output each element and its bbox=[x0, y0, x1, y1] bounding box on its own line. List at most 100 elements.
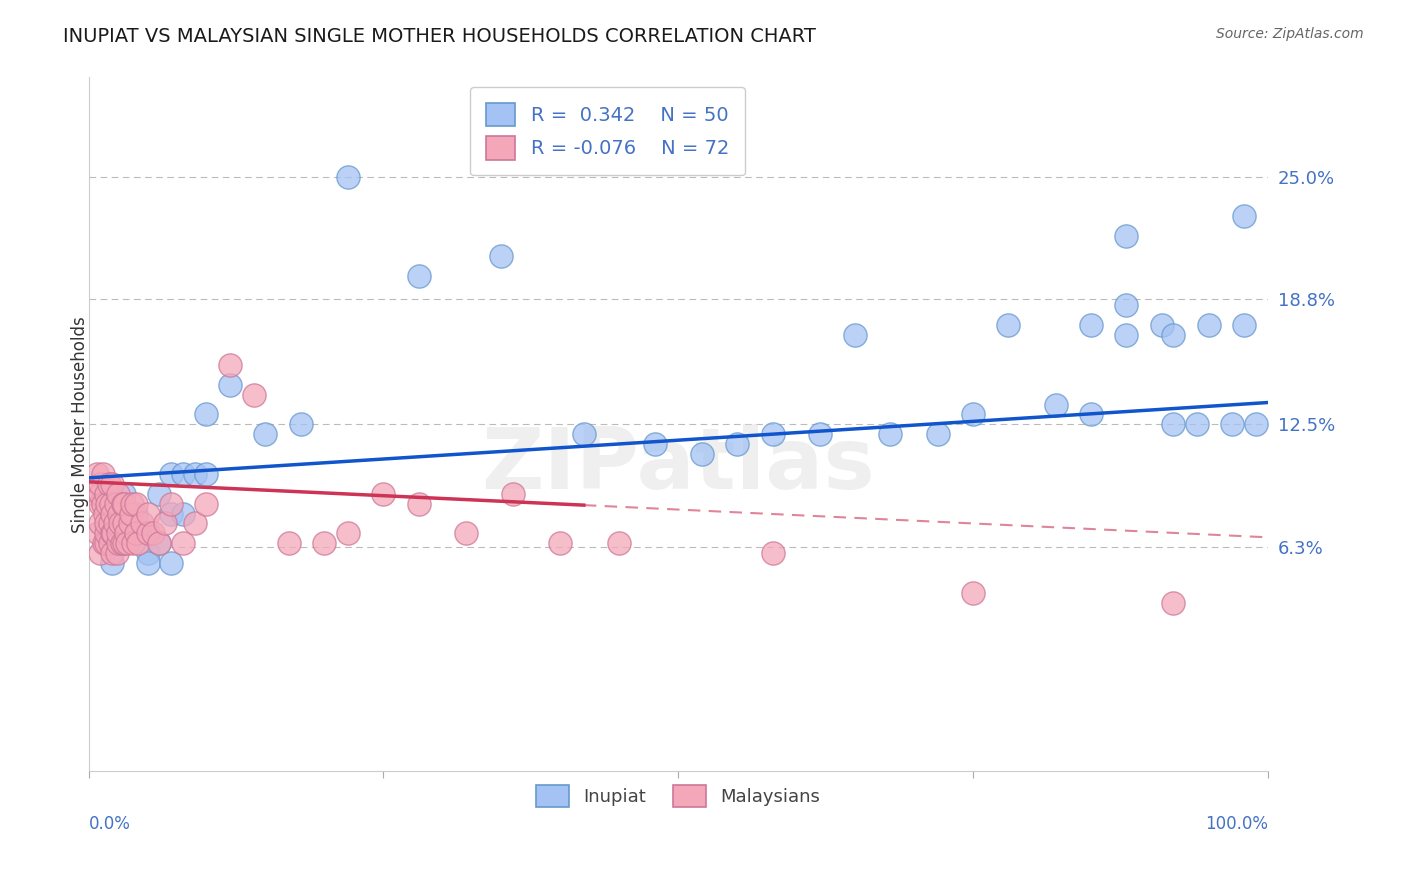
Point bbox=[962, 408, 984, 422]
Point bbox=[160, 497, 183, 511]
Point bbox=[96, 486, 118, 500]
Point bbox=[242, 387, 264, 401]
Point bbox=[103, 526, 125, 541]
Point bbox=[148, 536, 170, 550]
Point bbox=[110, 536, 132, 550]
Point bbox=[136, 526, 159, 541]
Point bbox=[96, 516, 118, 531]
Point bbox=[101, 507, 124, 521]
Point bbox=[148, 486, 170, 500]
Point bbox=[101, 556, 124, 570]
Point bbox=[125, 497, 148, 511]
Point bbox=[108, 507, 131, 521]
Point bbox=[121, 497, 143, 511]
Point bbox=[127, 536, 149, 550]
Text: 0.0%: 0.0% bbox=[89, 814, 131, 833]
Point bbox=[125, 507, 148, 521]
Point bbox=[408, 497, 430, 511]
Point bbox=[502, 486, 524, 500]
Point bbox=[808, 427, 831, 442]
Point bbox=[86, 467, 108, 481]
Point bbox=[125, 526, 148, 541]
Point bbox=[373, 486, 395, 500]
Point bbox=[1185, 417, 1208, 432]
Point bbox=[172, 507, 194, 521]
Point bbox=[142, 526, 165, 541]
Point bbox=[1080, 408, 1102, 422]
Point bbox=[1163, 417, 1185, 432]
Point bbox=[572, 427, 595, 442]
Point bbox=[761, 546, 783, 560]
Point bbox=[91, 467, 114, 481]
Point bbox=[97, 476, 120, 491]
Point bbox=[1115, 229, 1137, 244]
Point bbox=[100, 497, 122, 511]
Point bbox=[1233, 209, 1256, 223]
Point bbox=[111, 497, 134, 511]
Point bbox=[690, 447, 713, 461]
Point bbox=[1222, 417, 1244, 432]
Point bbox=[172, 536, 194, 550]
Point bbox=[115, 526, 138, 541]
Point bbox=[962, 586, 984, 600]
Point bbox=[120, 507, 142, 521]
Point bbox=[644, 437, 666, 451]
Point bbox=[183, 467, 205, 481]
Point bbox=[87, 526, 110, 541]
Point bbox=[183, 516, 205, 531]
Point bbox=[89, 476, 111, 491]
Point bbox=[107, 486, 129, 500]
Point bbox=[101, 476, 124, 491]
Point bbox=[131, 516, 153, 531]
Point bbox=[195, 497, 218, 511]
Point bbox=[1115, 298, 1137, 312]
Point bbox=[112, 497, 135, 511]
Point bbox=[148, 536, 170, 550]
Point bbox=[136, 507, 159, 521]
Point bbox=[1115, 328, 1137, 343]
Point bbox=[117, 536, 139, 550]
Point bbox=[290, 417, 312, 432]
Point bbox=[172, 467, 194, 481]
Point bbox=[879, 427, 901, 442]
Point bbox=[96, 497, 118, 511]
Point bbox=[1244, 417, 1267, 432]
Point bbox=[112, 536, 135, 550]
Point bbox=[254, 427, 277, 442]
Y-axis label: Single Mother Households: Single Mother Households bbox=[72, 316, 89, 533]
Point bbox=[94, 507, 117, 521]
Point bbox=[725, 437, 748, 451]
Point bbox=[337, 169, 360, 184]
Point bbox=[89, 546, 111, 560]
Legend: Inupiat, Malaysians: Inupiat, Malaysians bbox=[529, 778, 827, 814]
Point bbox=[278, 536, 301, 550]
Point bbox=[219, 358, 242, 372]
Point bbox=[155, 516, 177, 531]
Point bbox=[136, 546, 159, 560]
Point bbox=[107, 526, 129, 541]
Point bbox=[112, 486, 135, 500]
Point bbox=[408, 268, 430, 283]
Point bbox=[761, 427, 783, 442]
Point bbox=[160, 467, 183, 481]
Point bbox=[136, 556, 159, 570]
Point bbox=[83, 486, 105, 500]
Point bbox=[337, 526, 360, 541]
Point bbox=[844, 328, 866, 343]
Point bbox=[160, 556, 183, 570]
Point bbox=[1045, 397, 1067, 411]
Point bbox=[103, 516, 125, 531]
Point bbox=[548, 536, 571, 550]
Point bbox=[110, 516, 132, 531]
Point bbox=[107, 536, 129, 550]
Point bbox=[105, 546, 128, 560]
Point bbox=[96, 536, 118, 550]
Point bbox=[314, 536, 336, 550]
Point bbox=[104, 497, 127, 511]
Text: Source: ZipAtlas.com: Source: ZipAtlas.com bbox=[1216, 27, 1364, 41]
Point bbox=[101, 546, 124, 560]
Point bbox=[98, 536, 121, 550]
Point bbox=[136, 526, 159, 541]
Point bbox=[1198, 318, 1220, 333]
Point bbox=[160, 507, 183, 521]
